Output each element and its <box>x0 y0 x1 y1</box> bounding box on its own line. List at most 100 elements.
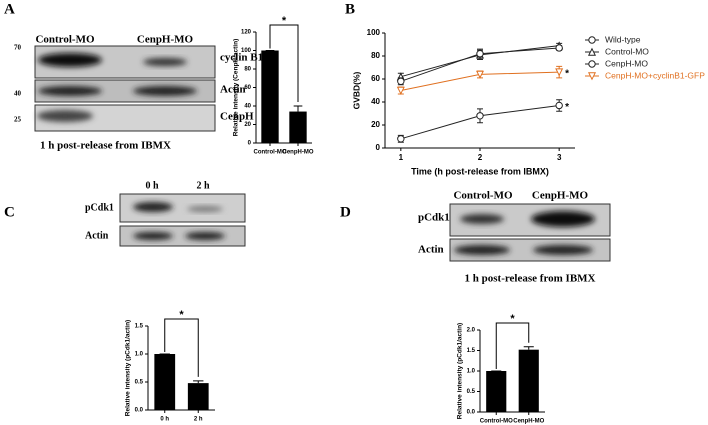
y-tick-label: 100 <box>241 48 252 54</box>
legend-label: Wild-type <box>605 34 641 44</box>
marker-label: 25 <box>14 116 22 124</box>
y-tick-label: 20 <box>244 122 251 128</box>
band <box>185 232 225 240</box>
legend-marker <box>588 60 596 68</box>
y-tick-label: 0 <box>376 143 381 152</box>
band <box>460 214 504 224</box>
y-tick-label: 1.5 <box>467 348 476 354</box>
point <box>555 44 563 52</box>
bar <box>187 383 209 410</box>
bar <box>486 371 507 412</box>
legend-marker <box>587 47 597 56</box>
x-tick-label: Control-MO <box>254 150 287 156</box>
bar <box>154 354 176 410</box>
x-axis-label: Time (h post-release from IBMX) <box>411 166 549 176</box>
y-tick-label: 100 <box>367 28 381 37</box>
y-tick-label: 40 <box>371 97 380 106</box>
x-tick-label: 0 h <box>160 417 169 423</box>
lane-label: Control-MO <box>35 34 95 46</box>
point <box>397 135 405 143</box>
error-bar <box>193 380 204 384</box>
caption: 1 h post-release from IBMX <box>465 273 596 285</box>
band <box>533 245 593 255</box>
y-tick-label: 1.5 <box>135 324 144 330</box>
y-tick-label: 0.5 <box>135 380 144 386</box>
point <box>555 68 564 77</box>
x-tick-label: 1 <box>399 153 404 162</box>
bar <box>261 50 279 143</box>
lane-label: CenpH-MO <box>532 190 589 202</box>
band <box>133 202 173 212</box>
y-tick-label: 80 <box>371 51 380 60</box>
lane-label: 0 h <box>145 180 159 191</box>
blot <box>119 193 246 223</box>
x-tick-label: CenpH-MO <box>283 150 314 156</box>
band <box>133 232 173 240</box>
row-label: cyclin B1 <box>220 52 263 64</box>
y-tick-label: 1.0 <box>467 369 476 375</box>
blot <box>119 225 246 247</box>
band <box>133 86 197 96</box>
marker-label: 70 <box>14 44 22 52</box>
caption: 1 h post-release from IBMX <box>40 140 171 152</box>
y-tick-label: 60 <box>244 85 251 91</box>
error-bar <box>523 346 534 350</box>
point <box>475 70 485 79</box>
row-label: Actin <box>220 84 246 96</box>
point <box>555 101 563 110</box>
significance-label: * <box>565 102 569 113</box>
significance-label: * <box>282 15 287 27</box>
x-tick-label: 2 <box>478 153 483 162</box>
y-tick-label: 0.0 <box>467 410 476 416</box>
lane-label: CenpH-MO <box>137 34 194 46</box>
y-tick-label: 40 <box>244 104 251 110</box>
y-axis-label: Relative intensity (CenpH/actin) <box>233 39 240 137</box>
band <box>38 53 102 67</box>
row-label: Actin <box>418 244 444 256</box>
row-label: pCdk1 <box>85 202 114 213</box>
x-tick-label: 3 <box>557 153 562 162</box>
significance-label: * <box>565 69 569 80</box>
point <box>396 86 405 95</box>
significance-bracket <box>495 322 530 369</box>
legend-label: CenpH-MO+cyclinB1-GFP <box>605 70 705 80</box>
band <box>38 86 102 96</box>
lane-label: Control-MO <box>453 190 513 202</box>
lane-label: 2 h <box>196 180 210 191</box>
bar <box>518 349 539 412</box>
significance-bracket <box>269 24 299 102</box>
error-bar <box>293 105 303 112</box>
y-tick-label: 120 <box>241 30 252 36</box>
panel-letter: B <box>345 1 355 17</box>
row-label: Actin <box>85 230 109 241</box>
point <box>476 112 484 120</box>
y-axis-label: Relative intensity (pCdk1/actin) <box>457 323 464 419</box>
y-tick-label: 20 <box>371 120 380 129</box>
panel-letter: C <box>4 204 15 220</box>
x-tick-label: CenpH-MO <box>513 419 544 425</box>
band <box>187 206 223 212</box>
significance-label: * <box>179 309 184 321</box>
y-tick-label: 1.0 <box>135 352 144 358</box>
row-label: CenpH <box>220 111 254 123</box>
legend-label: CenpH-MO <box>605 58 648 68</box>
y-tick-label: 60 <box>371 74 380 83</box>
legend-label: Control-MO <box>605 46 649 56</box>
x-tick-label: Control-MO <box>480 419 513 425</box>
band <box>143 58 187 66</box>
y-tick-label: 80 <box>244 67 251 73</box>
marker-label: 40 <box>14 90 22 98</box>
significance-label: * <box>510 313 515 325</box>
y-tick-label: 0.0 <box>135 408 144 414</box>
y-axis-label: GVBD(%) <box>351 71 361 109</box>
band <box>454 245 510 255</box>
legend-marker <box>587 72 597 81</box>
point <box>397 77 405 86</box>
y-tick-label: 0 <box>248 141 252 147</box>
point <box>476 50 484 58</box>
legend-marker <box>588 36 596 44</box>
band <box>531 211 595 227</box>
x-tick-label: 2 h <box>194 417 203 423</box>
blot <box>449 238 611 262</box>
